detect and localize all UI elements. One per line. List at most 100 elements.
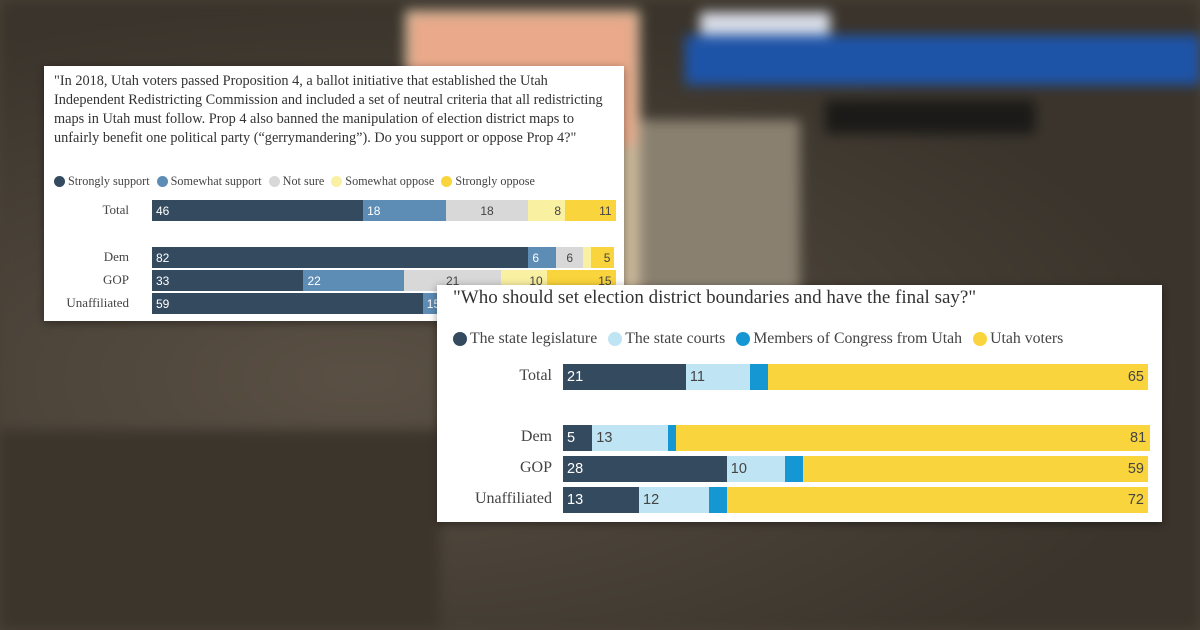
legend-label: Members of Congress from Utah [753, 330, 963, 347]
legend-swatch [331, 176, 343, 187]
bar-segment: 33 [152, 270, 304, 291]
stacked-bar: 28 10 59 [563, 456, 1148, 482]
data-label: 12 [643, 492, 660, 508]
row-label: Dem [520, 428, 552, 445]
data-label: 21 [445, 273, 460, 288]
row-label: Dem [103, 249, 129, 264]
data-label: 5 [603, 250, 611, 265]
bar-segment: 82 [152, 247, 529, 268]
data-label: 21 [567, 369, 584, 385]
data-label: 82 [156, 250, 170, 265]
bar-segment: 8 [528, 200, 566, 221]
stacked-bar: 46 18 18 8 11 [152, 200, 616, 221]
data-label: 5 [567, 430, 576, 446]
bar-segment [709, 487, 727, 513]
data-label: 10 [730, 461, 747, 477]
bar-segment: 65 [767, 364, 1148, 390]
bar-segment: 5 [563, 425, 593, 451]
data-label: 72 [1127, 492, 1144, 508]
row-label: Unaffiliated [66, 295, 129, 310]
legend-label: Somewhat support [170, 174, 262, 188]
legend-swatch [54, 176, 65, 187]
data-label: 8 [554, 203, 562, 218]
bar-segment: 81 [676, 425, 1151, 451]
legend-item: Somewhat oppose [331, 174, 434, 189]
legend-item: Somewhat support [156, 174, 262, 189]
bar-segment: 13 [563, 487, 640, 513]
chart-legend: Strongly support Somewhat support Not sure… [54, 174, 535, 189]
bar-segment: 13 [592, 425, 669, 451]
legend-item: Utah voters [973, 330, 1063, 348]
bar-segment: 6 [555, 247, 584, 268]
data-label: 10 [529, 273, 543, 288]
data-label: 11 [689, 369, 705, 385]
bar-segment: 6 [528, 247, 556, 268]
bar-segment: 18 [445, 200, 529, 221]
data-label: 28 [567, 461, 584, 477]
legend-label: The state courts [625, 330, 726, 347]
bar-segment: 10 [726, 456, 786, 482]
legend-item: Not sure [268, 174, 324, 189]
data-label: 18 [367, 203, 381, 218]
bar-segment: 46 [152, 200, 364, 221]
bar-segment: 11 [685, 364, 751, 390]
data-label: 81 [1130, 430, 1147, 446]
legend-item: The state legislature [453, 330, 597, 348]
legend-item: Strongly support [54, 174, 150, 189]
bar-segment: 28 [563, 456, 727, 482]
legend-swatch [608, 332, 623, 346]
legend-swatch [736, 332, 751, 346]
bar-segment: 21 [563, 364, 686, 390]
bar-segment [583, 247, 592, 268]
legend-swatch [973, 332, 988, 346]
data-label: 59 [156, 296, 170, 311]
row-label: GOP [102, 272, 129, 287]
stacked-bar: 13 12 72 [563, 487, 1148, 513]
data-label: 59 [1127, 461, 1144, 477]
district-boundaries-chart-card: "Who should set election district bounda… [437, 285, 1162, 522]
data-label: 15 [598, 273, 612, 288]
stacked-bar: 82 6 6 5 [152, 247, 615, 268]
legend-swatch [268, 176, 280, 187]
data-label: 33 [156, 273, 170, 288]
legend-swatch [441, 176, 453, 187]
data-label: 15 [426, 296, 441, 311]
bar-segment: 59 [152, 293, 423, 314]
bar-segment: 5 [591, 247, 615, 268]
data-label: 11 [599, 203, 612, 218]
data-label: 13 [567, 492, 584, 508]
legend-label: Somewhat oppose [345, 174, 435, 188]
data-label: 18 [480, 203, 494, 218]
data-label: 13 [596, 430, 613, 446]
bar-segment: 11 [565, 200, 616, 221]
legend-label: Strongly support [68, 174, 150, 188]
bar-segment [668, 425, 677, 451]
chart-title: "Who should set election district bounda… [453, 287, 977, 308]
prop4-chart-card: "In 2018, Utah voters passed Proposition… [44, 66, 624, 321]
data-label: 65 [1127, 369, 1144, 385]
bar-segment: 22 [303, 270, 405, 291]
legend-label: Utah voters [990, 330, 1064, 347]
row-label: GOP [519, 459, 552, 476]
data-label: 6 [532, 250, 540, 265]
legend-item: Strongly oppose [441, 174, 535, 189]
legend-item: The state courts [608, 330, 725, 348]
data-label: 6 [566, 250, 574, 265]
bar-segment: 12 [639, 487, 710, 513]
row-label: Unaffiliated [474, 490, 552, 507]
legend-item: Members of Congress from Utah [736, 330, 962, 348]
bar-segment: 59 [802, 456, 1148, 482]
legend-label: The state legislature [470, 330, 598, 347]
stacked-bar: 5 13 81 [563, 425, 1151, 451]
chart-title: "In 2018, Utah voters passed Proposition… [54, 73, 603, 146]
row-label: Total [102, 202, 129, 217]
bar-segment: 72 [726, 487, 1148, 513]
bar-segment: 18 [363, 200, 446, 221]
stacked-bar: 21 11 65 [563, 364, 1148, 390]
legend-swatch [453, 332, 467, 346]
bar-segment [750, 364, 768, 390]
legend-label: Strongly oppose [455, 174, 535, 188]
data-label: 22 [307, 273, 321, 288]
bar-segment [785, 456, 803, 482]
row-label: Total [519, 367, 552, 384]
